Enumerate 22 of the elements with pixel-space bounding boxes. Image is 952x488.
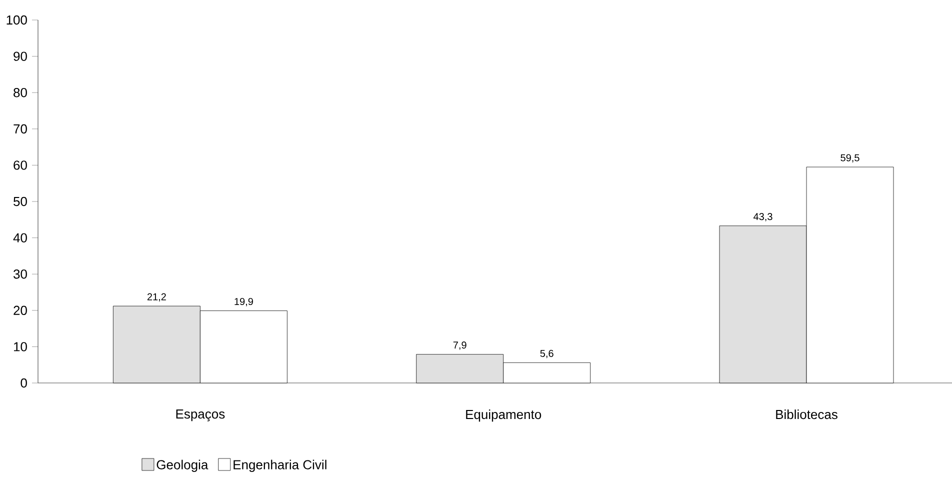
legend-label: Geologia [156,460,208,472]
y-tick-label: 50 [14,196,27,206]
x-tick-label: Equipamento [466,410,542,422]
data-label: 5,6 [540,350,554,358]
y-tick-label: 0 [20,378,27,388]
data-label: 7,9 [453,342,466,350]
legend-label: Engenharia Civil [234,460,326,472]
data-label: 59,5 [840,154,860,162]
y-tick-label: 90 [14,52,27,61]
y-tick-label: 30 [14,269,27,279]
x-tick-label: Espaços [176,410,225,422]
data-label: 43,3 [754,213,772,222]
data-label: 21,2 [147,293,166,302]
x-tick-label: Bibliotecas [776,410,838,420]
y-tick-label: 100 [6,15,27,25]
y-tick-label: 40 [13,233,27,242]
y-tick-label: 60 [14,160,27,170]
y-tick-label: 10 [14,342,27,352]
y-tick-label: 70 [14,124,27,134]
y-tick-label: 80 [14,88,27,98]
y-tick-label: 20 [14,306,27,315]
data-label: 19,9 [234,298,253,306]
